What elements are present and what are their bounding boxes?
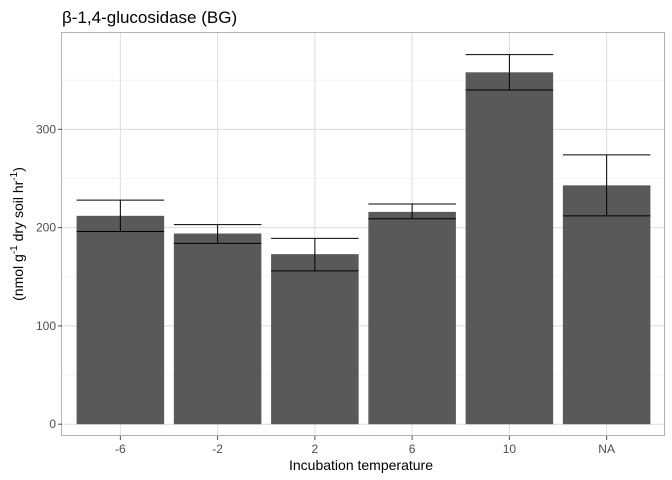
y-axis-title-part: )	[10, 167, 26, 172]
error-bars	[76, 54, 651, 272]
bar-2	[271, 254, 359, 425]
bars	[76, 72, 651, 425]
bar--2	[173, 233, 262, 425]
x-tick-label: 10	[503, 442, 517, 456]
y-axis-title-part: (nmol g	[10, 254, 26, 301]
y-tick-label: 100	[36, 319, 56, 333]
panel-border	[61, 32, 665, 436]
x-axis: -6 -2 2 6 10 NA	[115, 436, 615, 456]
y-axis-title: (nmol g-1 dry soil hr-1)	[9, 167, 26, 301]
bar--6	[76, 215, 165, 425]
y-axis: 0 100 200 300	[36, 122, 62, 431]
y-tick-label: 200	[36, 221, 56, 235]
x-tick-label: -6	[115, 442, 126, 456]
y-axis-title-superscript: -1	[9, 245, 20, 254]
bar-NA	[562, 185, 651, 425]
x-tick-label: 2	[312, 442, 319, 456]
bar-10	[465, 72, 554, 425]
y-tick-label: 300	[36, 122, 56, 136]
x-axis-title: Incubation temperature	[289, 457, 433, 473]
bar-6	[368, 211, 456, 425]
x-tick-label: 6	[409, 442, 416, 456]
y-axis-title-superscript: -1	[9, 171, 20, 180]
x-tick-label: NA	[598, 442, 615, 456]
chart-title: β-1,4-glucosidase (BG)	[62, 8, 237, 27]
y-tick-label: 0	[49, 417, 56, 431]
y-axis-title-part: dry soil hr	[10, 180, 26, 245]
x-tick-label: -2	[212, 442, 223, 456]
